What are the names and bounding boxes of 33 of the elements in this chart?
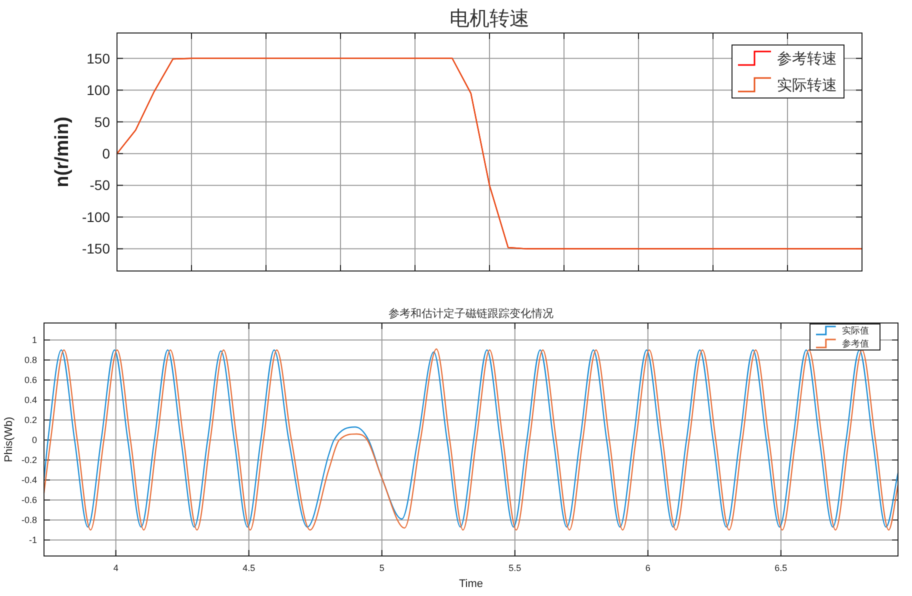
x-tick-label: 4 [113, 563, 118, 573]
y-tick-label: -150 [82, 240, 110, 257]
y-tick-label: 0 [32, 435, 37, 446]
y-tick-label: 1 [32, 335, 37, 346]
chart-title: 电机转速 [450, 8, 530, 30]
y-tick-label: 50 [94, 114, 110, 130]
y-tick-label: -0.8 [21, 515, 37, 526]
y-tick-label: 0 [102, 145, 110, 162]
x-tick-label: 5.5 [508, 563, 522, 573]
x-axis-title: Time [458, 578, 484, 590]
y-tick-label: 0.4 [24, 395, 37, 406]
y-tick-label: -0.4 [21, 475, 37, 486]
y-axis-title: n(r/min) [52, 116, 73, 188]
x-tick-label: 6.5 [774, 563, 788, 573]
x-tick-label: 6 [645, 563, 650, 573]
legend-label: 实际值 [842, 326, 869, 336]
y-tick-label: -1 [28, 535, 37, 546]
y-tick-label: 0.8 [24, 355, 37, 366]
x-tick-label: 4.5 [242, 563, 256, 573]
legend-label: 参考值 [842, 338, 869, 349]
y-tick-label: 0.6 [24, 375, 37, 386]
y-tick-label: -100 [82, 208, 110, 225]
x-tick-label: 5 [379, 563, 384, 573]
chart-title: 参考和估计定子磁链跟踪变化情况 [388, 307, 554, 320]
y-axis-title: Phis(Wb) [3, 416, 15, 462]
y-tick-label: 100 [86, 82, 110, 98]
y-tick-label: -0.6 [21, 495, 37, 506]
y-tick-label: -0.2 [21, 455, 37, 466]
y-tick-label: 150 [86, 50, 110, 66]
y-tick-label: 0.2 [24, 415, 37, 426]
y-tick-label: -50 [90, 177, 110, 194]
legend-label: 参考转速 [777, 50, 837, 68]
legend-label: 实际转速 [777, 77, 837, 94]
